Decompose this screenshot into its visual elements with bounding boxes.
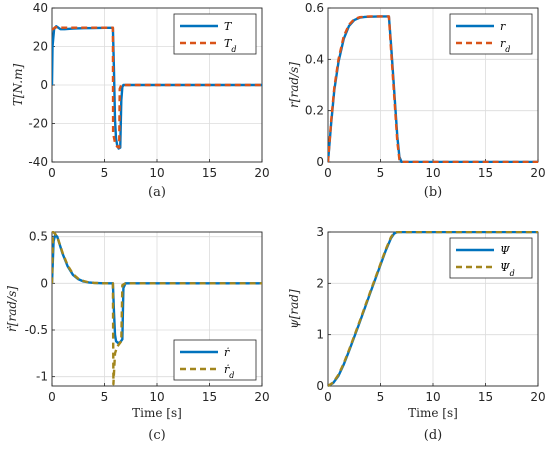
y-tick-label: 40 bbox=[33, 1, 48, 15]
y-tick-label: 0.2 bbox=[305, 104, 324, 118]
legend: T Td bbox=[173, 13, 257, 55]
y-tick-label: 0 bbox=[40, 276, 48, 290]
x-axis-label: Time [s] bbox=[132, 406, 182, 420]
y-tick-label: -0.5 bbox=[25, 323, 48, 337]
chart-c: 0 5 10 15 20 -1 -0.5 0 0.5 ṙ[rad/s] Time [s] (c) ṙ ṙd bbox=[5, 230, 270, 443]
panel-caption: (a) bbox=[148, 185, 166, 200]
y-tick-label: 1 bbox=[316, 328, 324, 342]
legend-entry: Ψd bbox=[500, 261, 515, 278]
y-axis-label: ṙ[rad/s] bbox=[5, 286, 19, 332]
legend: Ψ Ψd bbox=[449, 237, 533, 279]
legend-entry: rd bbox=[500, 37, 510, 54]
chart-a: 0 5 10 15 20 -40 -20 0 20 40 T[N.m] (a) T Td bbox=[11, 1, 270, 200]
y-tick-label: 0.5 bbox=[29, 230, 48, 244]
x-tick-label: 0 bbox=[48, 166, 56, 180]
x-tick-label: 5 bbox=[101, 390, 109, 404]
legend-entry: ṙd bbox=[224, 363, 234, 380]
x-tick-label: 0 bbox=[324, 390, 332, 404]
legend-entry: ṙ bbox=[224, 346, 230, 359]
legend-box bbox=[173, 339, 257, 381]
y-tick-label: 3 bbox=[316, 225, 324, 239]
x-tick-label: 20 bbox=[254, 390, 269, 404]
chart-b: 0 5 10 15 20 0 0.2 0.4 0.6 r[rad/s] (b) r rd bbox=[287, 1, 546, 200]
x-tick-label: 0 bbox=[48, 390, 56, 404]
y-tick-label: 2 bbox=[316, 276, 324, 290]
series-line-d-dashed bbox=[328, 231, 538, 387]
legend-entry: Ψ bbox=[500, 244, 510, 257]
legend: ṙ ṙd bbox=[173, 339, 257, 381]
x-tick-label: 10 bbox=[425, 390, 440, 404]
legend-entry: Td bbox=[224, 37, 236, 54]
x-tick-label: 5 bbox=[377, 166, 385, 180]
legend-entry: r bbox=[500, 20, 506, 33]
y-tick-label: 0 bbox=[316, 379, 324, 393]
panel-caption: (d) bbox=[424, 428, 442, 443]
legend-box bbox=[449, 237, 533, 279]
y-tick-label: -40 bbox=[28, 155, 48, 169]
x-tick-label: 15 bbox=[478, 166, 493, 180]
x-axis-label: Time [s] bbox=[408, 406, 458, 420]
y-tick-label: 0.4 bbox=[305, 52, 324, 66]
x-tick-label: 20 bbox=[530, 390, 545, 404]
panel-caption: (c) bbox=[148, 428, 165, 443]
y-tick-label: -20 bbox=[28, 117, 48, 131]
legend-entry: T bbox=[224, 20, 233, 33]
x-tick-label: 15 bbox=[478, 390, 493, 404]
y-tick-label: 0 bbox=[40, 78, 48, 92]
x-tick-label: 10 bbox=[149, 390, 164, 404]
y-tick-label: -1 bbox=[36, 370, 48, 384]
y-tick-label: 20 bbox=[33, 40, 48, 54]
x-tick-label: 15 bbox=[202, 390, 217, 404]
legend: r rd bbox=[449, 13, 533, 55]
legend-box bbox=[173, 13, 257, 55]
y-axis-label: T[N.m] bbox=[11, 64, 25, 107]
y-axis-label: ψ[rad] bbox=[287, 289, 301, 329]
x-tick-label: 10 bbox=[425, 166, 440, 180]
chart-d: 0 5 10 15 20 0 1 2 3 ψ[rad] Time [s] (d) Ψ Ψd bbox=[287, 225, 546, 443]
legend-box bbox=[449, 13, 533, 55]
series-line-rd-dashed bbox=[328, 15, 538, 163]
x-tick-label: 15 bbox=[202, 166, 217, 180]
x-tick-label: 0 bbox=[324, 166, 332, 180]
panel-caption: (b) bbox=[424, 185, 442, 200]
x-tick-label: 10 bbox=[149, 166, 164, 180]
x-tick-label: 5 bbox=[377, 390, 385, 404]
x-tick-label: 5 bbox=[101, 166, 109, 180]
x-tick-label: 20 bbox=[254, 166, 269, 180]
series-line-d-dashed bbox=[52, 231, 262, 386]
y-tick-label: 0 bbox=[316, 155, 324, 169]
y-axis-label: r[rad/s] bbox=[287, 62, 301, 108]
y-tick-label: 0.6 bbox=[305, 1, 324, 15]
x-tick-label: 20 bbox=[530, 166, 545, 180]
series-line-Td-dashed bbox=[52, 26, 262, 149]
